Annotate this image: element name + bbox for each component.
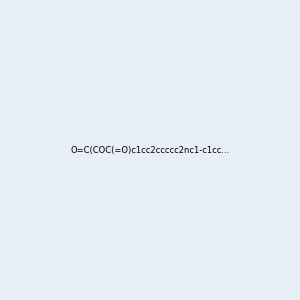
Text: O=C(COC(=O)c1cc2ccccc2nc1-c1cc...: O=C(COC(=O)c1cc2ccccc2nc1-c1cc... xyxy=(70,146,230,154)
